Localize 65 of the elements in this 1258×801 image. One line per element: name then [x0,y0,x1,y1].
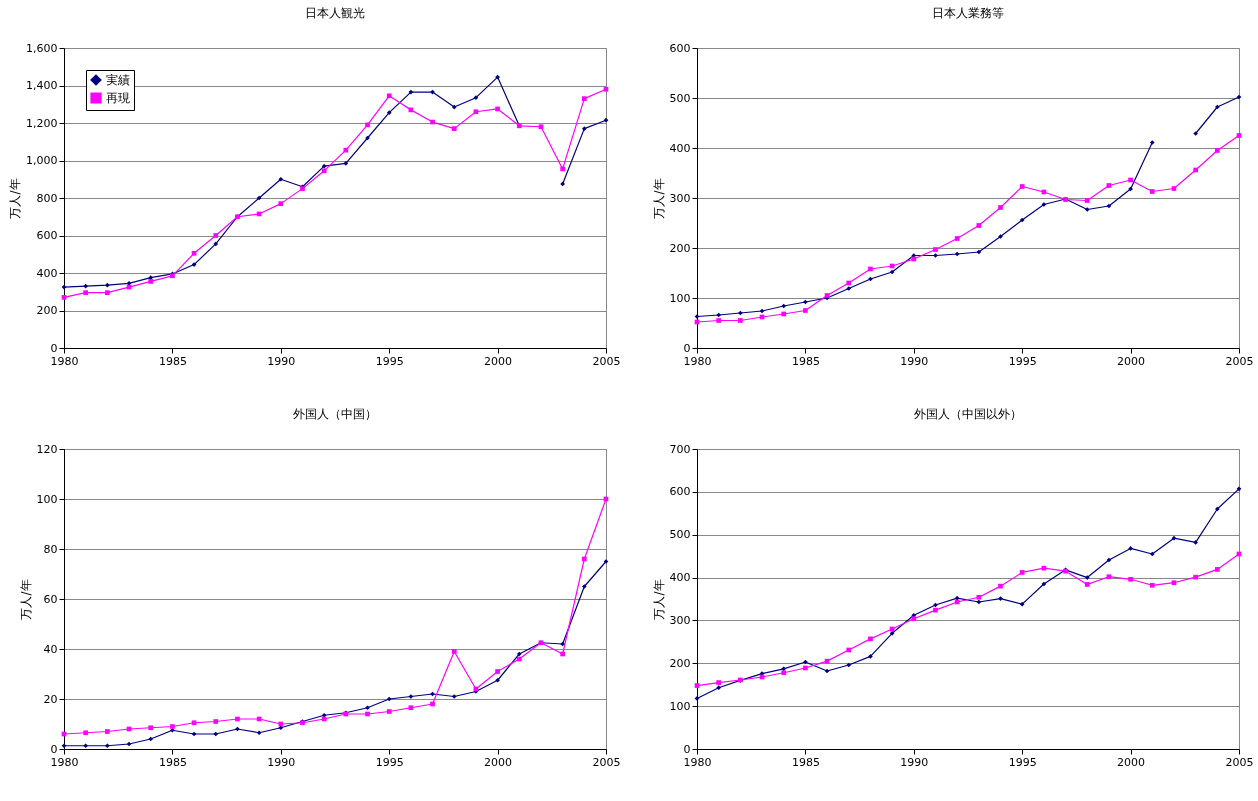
y-tick-label: 500 [669,91,691,105]
y-axis-title: 万人/年 [651,579,666,620]
y-tick-label: 20 [43,692,58,706]
y-tick-label: 600 [669,485,691,499]
x-tick-label: 1980 [50,755,79,769]
chart-title: 外国人（中国以外） [914,407,1022,421]
x-tick-label: 1985 [158,755,187,769]
y-tick-label: 100 [669,699,691,713]
y-tick-label: 200 [669,241,691,255]
x-tick-label: 2005 [1225,755,1254,769]
x-tick-label: 2005 [1225,354,1254,368]
y-axis-title: 万人/年 [8,178,23,219]
x-tick-label: 1990 [900,354,929,368]
x-tick-label: 1995 [1008,755,1037,769]
chart-title: 日本人観光 [305,6,365,20]
x-tick-label: 1985 [158,354,187,368]
y-tick-label: 0 [50,742,58,756]
y-axis-title: 万人/年 [18,579,33,620]
y-tick-label: 80 [43,542,58,556]
y-tick-label: 300 [669,613,691,627]
y-tick-label: 120 [36,442,58,456]
y-tick-label: 1,600 [26,41,58,55]
x-tick-label: 1980 [683,354,712,368]
y-tick-label: 300 [669,191,691,205]
y-tick-label: 1,200 [26,116,58,130]
x-tick-label: 1990 [267,354,296,368]
x-tick-label: 2005 [592,354,621,368]
x-tick-label: 2005 [592,755,621,769]
y-tick-label: 100 [36,492,58,506]
x-tick-label: 2000 [1117,354,1146,368]
x-tick-label: 1985 [791,755,820,769]
y-tick-label: 200 [669,656,691,670]
y-tick-label: 1,400 [26,79,58,92]
y-tick-label: 600 [669,41,691,55]
x-tick-label: 1995 [375,354,404,368]
y-tick-label: 700 [669,442,691,456]
x-tick-label: 1995 [1008,354,1037,368]
x-tick-label: 1980 [50,354,79,368]
y-tick-label: 0 [683,341,691,355]
chart-title: 日本人業務等 [932,6,1004,20]
y-tick-label: 100 [669,291,691,305]
x-tick-label: 1990 [900,755,929,769]
y-tick-label: 400 [669,571,691,585]
x-tick-label: 1985 [791,354,820,368]
y-axis-title: 万人/年 [651,178,666,219]
legend-label: 実績 [106,73,130,87]
y-tick-label: 800 [36,191,58,205]
legend-label: 再現 [106,91,130,105]
x-tick-label: 2000 [484,354,513,368]
x-tick-label: 1990 [267,755,296,769]
y-tick-label: 1,000 [26,154,58,167]
y-tick-label: 400 [36,266,58,280]
chart-title: 外国人（中国） [293,407,377,421]
y-tick-label: 0 [683,742,691,756]
x-tick-label: 2000 [1117,755,1146,769]
y-tick-label: 500 [669,528,691,542]
x-tick-label: 1995 [375,755,404,769]
y-tick-label: 400 [669,141,691,155]
x-tick-label: 1980 [683,755,712,769]
x-tick-label: 2000 [484,755,513,769]
y-tick-label: 200 [36,304,58,317]
y-tick-label: 600 [36,229,58,242]
y-tick-label: 60 [43,592,58,606]
y-tick-label: 40 [43,642,58,656]
y-tick-label: 0 [50,341,58,355]
